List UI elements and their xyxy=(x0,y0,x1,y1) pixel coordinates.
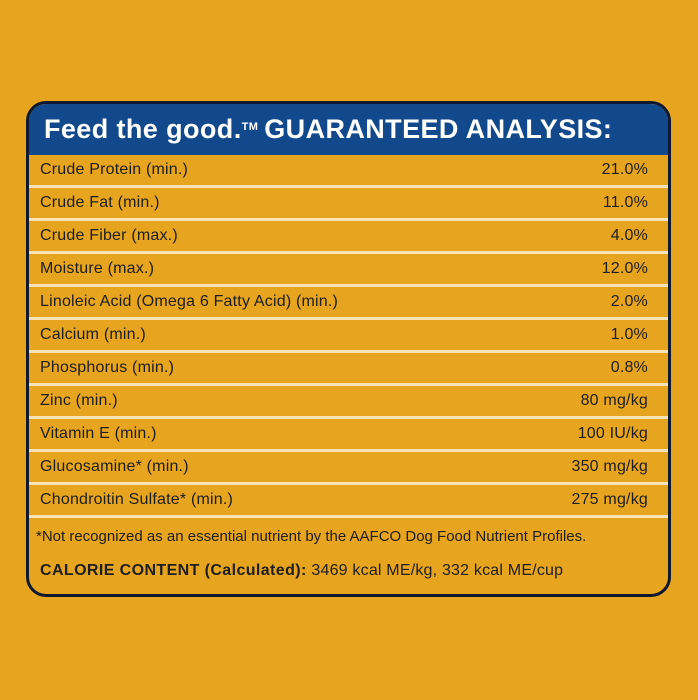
footnote: *Not recognized as an essential nutrient… xyxy=(36,528,587,545)
table-row: Phosphorus (min.) 0.8% xyxy=(29,353,668,386)
table-row: Glucosamine* (min.) 350 mg/kg xyxy=(29,452,668,485)
row-label: Crude Fiber (max.) xyxy=(40,227,178,244)
row-value: 350 mg/kg xyxy=(571,458,648,475)
row-value: 1.0% xyxy=(610,326,648,343)
table-row: Crude Fiber (max.) 4.0% xyxy=(29,221,668,254)
brand-tagline: Feed the good. xyxy=(44,114,242,144)
row-value: 2.0% xyxy=(610,293,648,310)
row-label: Vitamin E (min.) xyxy=(40,425,157,442)
table-row: Calcium (min.) 1.0% xyxy=(29,320,668,353)
table-row: Linoleic Acid (Omega 6 Fatty Acid) (min.… xyxy=(29,287,668,320)
row-label: Crude Fat (min.) xyxy=(40,194,160,211)
row-value: 11.0% xyxy=(602,194,648,211)
table-row: Crude Fat (min.) 11.0% xyxy=(29,188,668,221)
trademark-symbol: TM xyxy=(241,120,259,133)
table-row: Crude Protein (min.) 21.0% xyxy=(29,155,668,188)
analysis-table: Crude Protein (min.) 21.0% Crude Fat (mi… xyxy=(29,155,668,518)
table-row: Moisture (max.) 12.0% xyxy=(29,254,668,287)
row-label: Glucosamine* (min.) xyxy=(40,458,189,475)
table-row: Vitamin E (min.) 100 IU/kg xyxy=(29,419,668,452)
row-label: Calcium (min.) xyxy=(40,326,146,343)
row-value: 0.8% xyxy=(610,359,648,376)
row-label: Linoleic Acid (Omega 6 Fatty Acid) (min.… xyxy=(40,293,339,310)
row-value: 80 mg/kg xyxy=(580,392,648,409)
row-value: 100 IU/kg xyxy=(577,425,648,442)
row-label: Zinc (min.) xyxy=(40,392,118,409)
row-value: 21.0% xyxy=(601,161,648,178)
guaranteed-analysis-panel: Feed the good. TM GUARANTEED ANALYSIS: Cr… xyxy=(26,101,671,597)
row-value: 4.0% xyxy=(610,227,648,244)
row-value: 12.0% xyxy=(601,260,648,277)
calorie-value: 3469 kcal ME/kg, 332 kcal ME/cup xyxy=(311,562,564,579)
row-value: 275 mg/kg xyxy=(571,491,648,508)
table-row: Zinc (min.) 80 mg/kg xyxy=(29,386,668,419)
panel-header: Feed the good. TM GUARANTEED ANALYSIS: xyxy=(29,104,668,155)
row-label: Phosphorus (min.) xyxy=(40,359,175,376)
table-row: Chondroitin Sulfate* (min.) 275 mg/kg xyxy=(29,485,668,518)
calorie-label: CALORIE CONTENT (Calculated): xyxy=(40,562,307,579)
panel-title: GUARANTEED ANALYSIS: xyxy=(264,114,613,144)
row-label: Crude Protein (min.) xyxy=(40,161,189,178)
row-label: Chondroitin Sulfate* (min.) xyxy=(40,491,234,508)
row-label: Moisture (max.) xyxy=(40,260,155,277)
calorie-content: CALORIE CONTENT (Calculated): 3469 kcal … xyxy=(40,562,563,580)
